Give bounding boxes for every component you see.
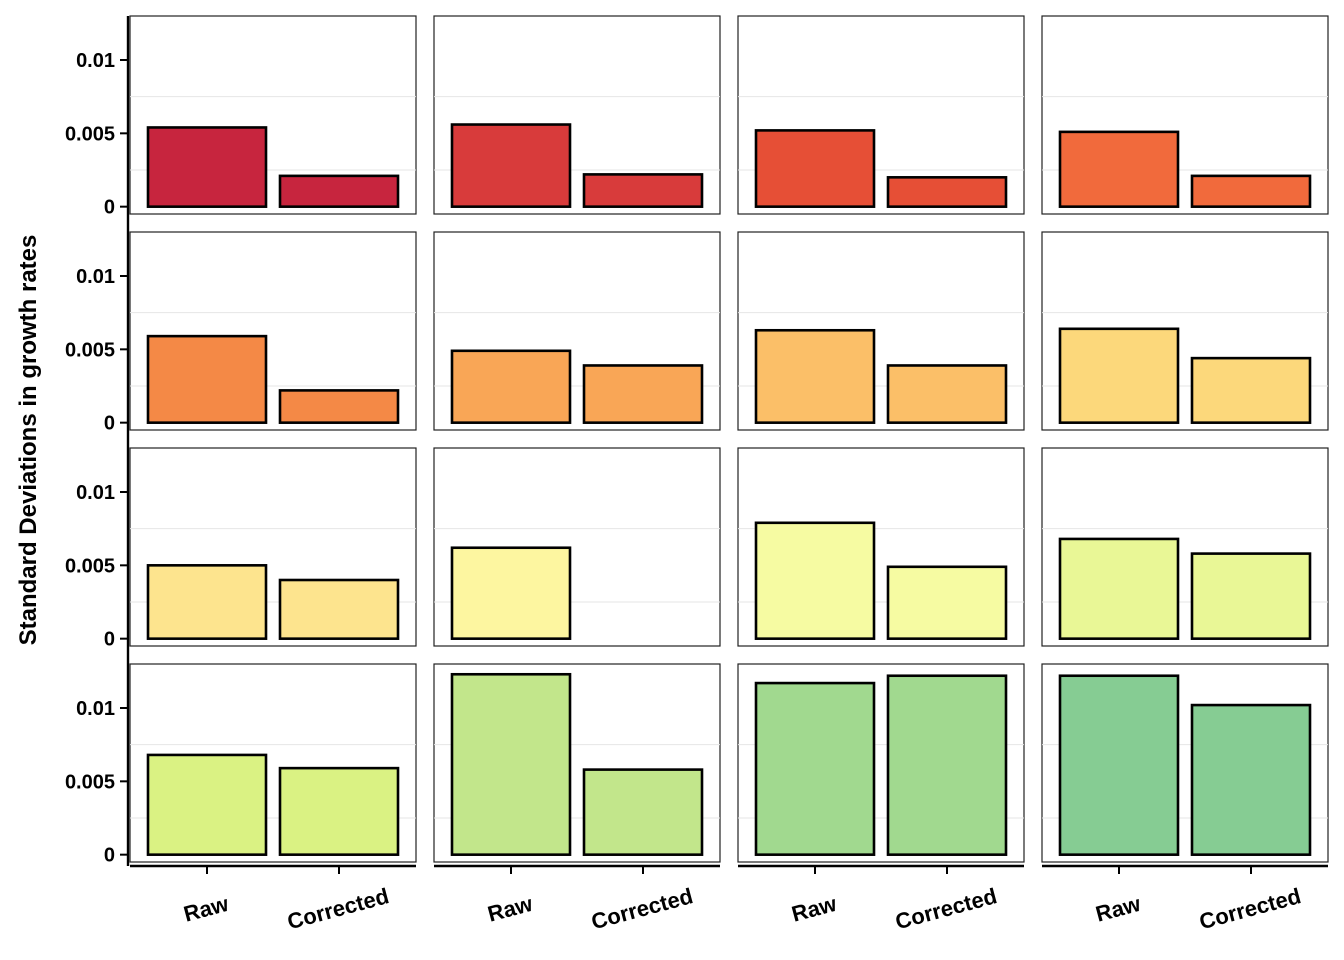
facet-panel [737, 447, 1025, 647]
bar-corrected [1190, 356, 1312, 424]
facet-panel [433, 447, 721, 647]
x-tick-label: Raw [485, 891, 536, 927]
bar-raw [754, 328, 876, 424]
y-tick-label: 0.005 [65, 771, 115, 793]
bar-raw [1058, 130, 1180, 208]
y-tick-label: 0.01 [76, 698, 115, 720]
bar-corrected [278, 766, 400, 856]
facet-panel [129, 231, 417, 431]
x-tick-label: Corrected [589, 883, 696, 934]
y-tick-label: 0.01 [76, 482, 115, 504]
x-tick-label: Raw [181, 891, 232, 927]
facet-panel [1041, 231, 1329, 431]
bar-raw [754, 129, 876, 208]
bar-corrected [278, 389, 400, 424]
y-tick-label: 0.01 [76, 50, 115, 72]
facet-panel [433, 231, 721, 431]
bar-corrected [886, 364, 1008, 424]
bar-raw [450, 349, 572, 424]
bar-raw [754, 681, 876, 856]
facet-panel [129, 15, 417, 215]
bar-raw [450, 672, 572, 856]
facet-panel [737, 231, 1025, 431]
bar-raw [146, 334, 268, 424]
x-tick-label: Corrected [893, 883, 1000, 934]
y-tick-label: 0 [104, 413, 115, 435]
facet-panel [433, 15, 721, 215]
y-tick-label: 0 [104, 629, 115, 651]
bar-raw [1058, 674, 1180, 856]
bar-corrected [278, 578, 400, 640]
y-tick-label: 0.005 [65, 555, 115, 577]
y-axis-title: Standard Deviations in growth rates [15, 235, 42, 646]
y-tick-label: 0.01 [76, 266, 115, 288]
bar-raw [1058, 327, 1180, 424]
x-tick-label: Raw [1093, 891, 1144, 927]
bar-raw [450, 546, 572, 640]
panels-layer [129, 15, 1329, 863]
bar-corrected [582, 768, 704, 856]
facet-panel [737, 15, 1025, 215]
facet-panel [129, 447, 417, 647]
facet-panel [433, 663, 721, 863]
bar-raw [754, 521, 876, 640]
bar-raw [146, 126, 268, 208]
bar-corrected [278, 174, 400, 208]
x-tick-label: Corrected [285, 883, 392, 934]
bar-corrected [582, 173, 704, 208]
bar-corrected [1190, 174, 1312, 208]
y-tick-label: 0 [104, 845, 115, 867]
y-tick-label: 0.005 [65, 123, 115, 145]
facet-panel [1041, 663, 1329, 863]
bar-raw [146, 753, 268, 856]
bar-corrected [886, 565, 1008, 640]
facet-panel [737, 663, 1025, 863]
y-tick-label: 0.005 [65, 339, 115, 361]
facet-panel [129, 663, 417, 863]
facet-panel [1041, 15, 1329, 215]
bar-corrected [886, 674, 1008, 856]
x-axis: Raw Corrected Raw Corrected Raw Corrected Raw C… [130, 864, 1328, 934]
x-tick-label: Corrected [1197, 883, 1304, 934]
bar-raw [146, 564, 268, 640]
bar-corrected [1190, 552, 1312, 640]
bar-raw [450, 123, 572, 208]
y-axis: 0 0.005 0.01 0 0.005 0.01 0 0.005 0.01 0 0.005 0.01 [65, 16, 130, 867]
y-tick-label: 0 [104, 197, 115, 219]
bar-raw [1058, 537, 1180, 640]
bar-corrected [886, 176, 1008, 208]
bar-corrected [582, 364, 704, 424]
x-tick-label: Raw [789, 891, 840, 927]
facet-panel [1041, 447, 1329, 647]
bar-corrected [1190, 703, 1312, 856]
